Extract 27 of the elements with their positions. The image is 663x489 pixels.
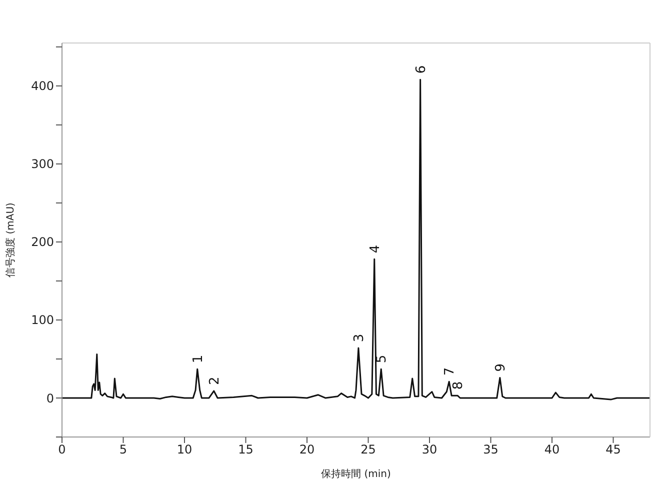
annotation: 5	[374, 354, 390, 364]
annotation: 1	[190, 354, 206, 364]
annotation: 7	[442, 367, 458, 376]
annotation: 2	[207, 376, 222, 385]
x-tick-label: 30	[422, 442, 438, 457]
annotation: 4	[368, 244, 383, 254]
x-tick-label: 5	[119, 442, 128, 457]
annotation: 6	[414, 65, 429, 74]
x-tick-label: 25	[360, 442, 376, 457]
line-series	[62, 78, 650, 400]
y-tick-label: 100	[31, 313, 54, 328]
x-tick-label: 15	[238, 442, 254, 457]
annotation: 8	[451, 381, 466, 390]
annotation: 3	[352, 334, 367, 342]
y-tick-label: 300	[31, 157, 54, 172]
annotation: 9	[493, 363, 508, 372]
x-axis-title: 保持時間 (min)	[321, 468, 392, 480]
y-tick-label: 200	[31, 235, 54, 250]
x-tick-label: 35	[483, 442, 498, 457]
y-tick-label: 400	[31, 79, 54, 94]
x-tick-label: 10	[176, 442, 192, 457]
x-tick-label: 20	[299, 442, 315, 457]
x-tick-label: 0	[58, 442, 66, 457]
x-tick-label: 45	[606, 442, 621, 457]
x-tick-label: 40	[544, 442, 560, 457]
y-tick-label: 0	[46, 391, 54, 406]
y-axis-title: 信号強度 (mAU)	[4, 202, 17, 278]
